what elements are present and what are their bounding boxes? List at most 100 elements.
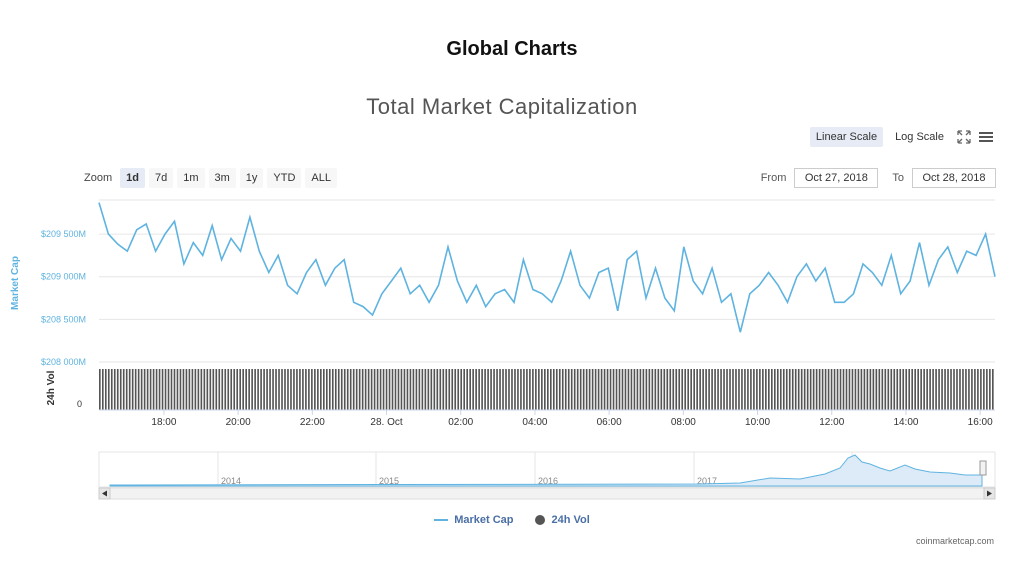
zoom-1d-button[interactable]: 1d	[120, 168, 145, 188]
navigator-tick-label: 2016	[538, 476, 558, 486]
volume-bar	[490, 369, 492, 410]
chart-legend: Market Cap 24h Vol	[0, 514, 1024, 526]
zoom-1y-button[interactable]: 1y	[239, 168, 264, 188]
volume-bar	[517, 369, 519, 410]
volume-bar	[343, 369, 346, 410]
volume-bar	[926, 369, 928, 410]
volume-bar	[881, 369, 884, 410]
line-swatch-icon	[434, 519, 449, 521]
volume-bar	[741, 369, 743, 410]
log-scale-button[interactable]: Log Scale	[895, 131, 944, 143]
volume-bar	[570, 369, 573, 410]
scroll-left-arrow-icon	[102, 490, 107, 497]
volume-bar	[418, 369, 421, 410]
hamburger-menu-icon[interactable]	[978, 129, 994, 145]
linear-scale-button[interactable]: Linear Scale	[809, 127, 884, 147]
navigator-handle[interactable]	[979, 460, 987, 476]
market-cap-chart[interactable]: $209 500M $209 000M $208 500M $208 000M Mar…	[0, 0, 1024, 500]
page-title: Global Charts	[446, 38, 578, 60]
volume-bar	[167, 369, 170, 410]
volume-bar	[218, 369, 221, 410]
volume-bar	[812, 369, 815, 410]
volume-bar	[720, 369, 722, 410]
volume-bar	[857, 369, 860, 410]
volume-bar	[541, 369, 543, 410]
volume-bar	[290, 369, 292, 410]
zoom-3m-button[interactable]: 3m	[208, 168, 236, 188]
volume-bar	[615, 369, 618, 410]
legend-market-cap[interactable]: Market Cap	[434, 514, 513, 526]
volume-bar	[334, 369, 337, 410]
volume-bar	[451, 369, 454, 410]
navigator-scrollbar[interactable]	[98, 487, 996, 500]
volume-bar	[950, 369, 952, 410]
volume-bar	[875, 369, 878, 410]
volume-bar	[152, 369, 155, 410]
volume-bar	[914, 369, 916, 410]
y-tick-label: $209 000M	[41, 272, 86, 282]
volume-bar	[209, 369, 212, 410]
volume-bar	[708, 369, 710, 410]
dot-swatch-icon	[535, 515, 546, 525]
volume-bar	[797, 369, 800, 410]
volume-bar	[113, 369, 116, 410]
volume-bar	[594, 369, 597, 410]
volume-bar	[104, 369, 107, 410]
volume-bar	[376, 369, 379, 410]
volume-bar	[355, 369, 358, 410]
volume-bar	[702, 369, 704, 410]
volume-bar	[986, 369, 988, 410]
volume-bar	[203, 369, 206, 410]
volume-bar	[800, 369, 803, 410]
volume-bar	[573, 369, 576, 410]
volume-bar	[511, 369, 513, 410]
navigator-tick-label: 2015	[379, 476, 399, 486]
to-date-input[interactable]	[912, 168, 996, 188]
volume-bar	[328, 369, 331, 410]
volume-bar	[845, 369, 848, 410]
volume-bar	[233, 369, 236, 410]
volume-bar	[179, 369, 182, 410]
volume-bar	[776, 369, 779, 410]
volume-bar	[281, 369, 283, 410]
volume-bar	[200, 369, 203, 410]
volume-bar	[116, 369, 119, 410]
scroll-right-arrow-icon	[987, 490, 992, 497]
y-axis-label: Market Cap	[10, 256, 21, 310]
volume-bar	[191, 369, 194, 410]
zoom-ytd-button[interactable]: YTD	[267, 168, 302, 188]
zoom-all-button[interactable]: ALL	[305, 168, 337, 188]
volume-bar	[454, 369, 457, 410]
volume-bar	[224, 369, 227, 410]
volume-bar	[206, 369, 209, 410]
volume-bar	[547, 369, 549, 410]
volume-bar	[968, 369, 970, 410]
volume-bar	[409, 369, 412, 410]
volume-bar	[863, 369, 866, 410]
volume-bar	[382, 369, 385, 410]
volume-bar	[896, 369, 899, 410]
from-date-input[interactable]	[794, 168, 879, 188]
volume-bar	[317, 369, 319, 410]
volume-bar	[158, 369, 161, 410]
volume-bar	[681, 369, 684, 410]
volume-bar	[723, 369, 725, 410]
volume-bar	[821, 369, 824, 410]
volume-bar	[791, 369, 794, 410]
volume-bar	[239, 369, 242, 410]
zoom-1m-button[interactable]: 1m	[177, 168, 205, 188]
x-tick-label: 18:00	[151, 417, 176, 428]
volume-bar	[624, 369, 627, 410]
volume-bar	[469, 369, 471, 410]
volume-bar	[302, 369, 304, 410]
volume-bar	[639, 369, 642, 410]
volume-bar	[134, 369, 137, 410]
fullscreen-icon[interactable]	[956, 129, 972, 145]
volume-bar	[768, 369, 770, 410]
zoom-7d-button[interactable]: 7d	[148, 168, 174, 188]
volume-bar	[561, 369, 564, 410]
volume-bar	[675, 369, 678, 410]
volume-bar	[672, 369, 675, 410]
legend-volume[interactable]: 24h Vol	[535, 514, 590, 526]
volume-bar	[358, 369, 361, 410]
